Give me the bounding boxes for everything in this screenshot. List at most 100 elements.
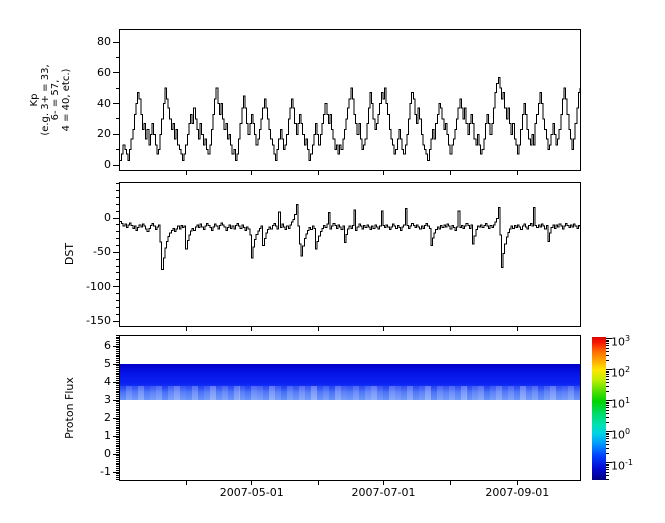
colorbar-minor-tick xyxy=(606,381,609,383)
y-minor-tick xyxy=(116,460,119,462)
y-minor-tick xyxy=(116,424,119,426)
proton-flux-streak xyxy=(137,386,144,400)
y-tick-label: -100 xyxy=(86,279,111,293)
y-minor-tick xyxy=(116,313,119,315)
proton-flux-streak xyxy=(149,386,156,400)
colorbar-minor-tick xyxy=(606,465,609,467)
kp-series-line xyxy=(120,76,580,161)
proton-flux-streak xyxy=(382,386,389,400)
colorbar-minor-tick xyxy=(606,412,609,414)
proton-flux-streak xyxy=(496,386,503,400)
y-minor-tick xyxy=(116,440,119,442)
y-minor-tick xyxy=(116,395,119,397)
proton-flux-streak xyxy=(436,386,443,400)
y-minor-tick xyxy=(116,386,119,388)
y-minor-tick xyxy=(116,478,119,480)
colorbar-minor-tick xyxy=(606,469,609,471)
y-tick-label: 0 xyxy=(104,211,111,224)
kp-panel xyxy=(119,29,581,171)
y-minor-tick xyxy=(116,464,119,466)
y-minor-tick xyxy=(116,203,119,205)
x-month-tick xyxy=(516,480,518,485)
proton-flux-streak xyxy=(167,386,174,400)
colorbar-major-tick xyxy=(606,338,612,340)
proton-flux-streak xyxy=(233,386,240,400)
y-minor-tick xyxy=(116,446,119,448)
proton-flux-streak xyxy=(269,386,276,400)
y-minor-tick xyxy=(116,442,119,444)
y-minor-tick xyxy=(116,410,119,412)
proton-flux-streak xyxy=(221,386,228,400)
y-tick-label: 3 xyxy=(104,393,111,406)
y-minor-tick xyxy=(116,421,119,423)
colorbar xyxy=(592,337,606,480)
proton-flux-streak xyxy=(120,386,126,400)
y-minor-tick xyxy=(116,444,119,446)
kp-axis-label-line1: Kp xyxy=(29,93,40,107)
y-minor-tick xyxy=(116,238,119,240)
colorbar-minor-tick xyxy=(606,374,609,376)
proton-flux-streak xyxy=(257,386,264,400)
proton-flux-streak xyxy=(466,386,473,400)
y-minor-tick xyxy=(116,458,119,460)
y-minor-tick xyxy=(116,118,119,120)
y-major-tick xyxy=(113,217,119,219)
colorbar-tick-label: 102 xyxy=(611,364,631,380)
y-minor-tick xyxy=(116,352,119,354)
proton-flux-band xyxy=(120,364,580,400)
colorbar-minor-tick xyxy=(606,471,609,473)
y-minor-tick xyxy=(116,340,119,342)
x-month-tick xyxy=(382,170,384,175)
y-tick-label: 80 xyxy=(97,35,111,48)
colorbar-major-tick xyxy=(606,369,612,371)
colorbar-minor-tick xyxy=(606,474,609,476)
y-minor-tick xyxy=(116,299,119,301)
proton-flux-streak xyxy=(352,386,359,400)
proton-flux-streak xyxy=(370,386,377,400)
proton-flux-panel xyxy=(119,335,581,481)
y-major-tick xyxy=(113,471,119,473)
colorbar-minor-tick xyxy=(606,401,609,403)
y-minor-tick xyxy=(116,338,119,340)
y-minor-tick xyxy=(116,426,119,428)
proton-flux-streak xyxy=(347,386,353,400)
proton-flux-streak xyxy=(556,386,563,400)
proton-flux-streak xyxy=(562,386,569,400)
y-minor-tick xyxy=(116,265,119,267)
x-month-tick xyxy=(449,326,451,331)
y-minor-tick xyxy=(116,473,119,475)
proton-flux-streak xyxy=(341,386,348,400)
proton-flux-streak xyxy=(281,386,288,400)
colorbar-minor-tick xyxy=(606,350,609,352)
proton-flux-streak xyxy=(508,386,515,400)
proton-flux-streak xyxy=(478,386,485,400)
y-minor-tick xyxy=(116,359,119,361)
kp-axis-label-line3: 6- = 57, xyxy=(50,79,61,121)
x-month-tick xyxy=(251,480,253,485)
y-minor-tick xyxy=(116,354,119,356)
proton-flux-streak xyxy=(568,386,575,400)
proton-flux-streak xyxy=(239,386,246,400)
proton-flux-streak xyxy=(424,386,431,400)
x-month-tick xyxy=(382,480,384,485)
y-minor-tick xyxy=(116,196,119,198)
colorbar-minor-tick xyxy=(606,422,609,424)
colorbar-tick-label: 10-1 xyxy=(611,457,633,473)
proton-flux-streak xyxy=(227,386,234,400)
proton-flux-streak xyxy=(472,386,479,400)
y-minor-tick xyxy=(116,224,119,226)
x-month-tick xyxy=(516,326,518,331)
dst-panel xyxy=(119,182,581,327)
y-minor-tick xyxy=(116,457,119,459)
proton-flux-streak xyxy=(203,386,210,400)
y-minor-tick xyxy=(116,439,119,441)
proton-flux-streak xyxy=(394,386,401,400)
colorbar-minor-tick xyxy=(606,447,609,449)
colorbar-minor-tick xyxy=(606,385,609,387)
y-minor-tick xyxy=(116,343,119,345)
y-minor-tick xyxy=(116,476,119,478)
proton-flux-streak xyxy=(197,386,204,400)
colorbar-tick-label: 101 xyxy=(611,395,631,411)
y-minor-tick xyxy=(116,406,119,408)
